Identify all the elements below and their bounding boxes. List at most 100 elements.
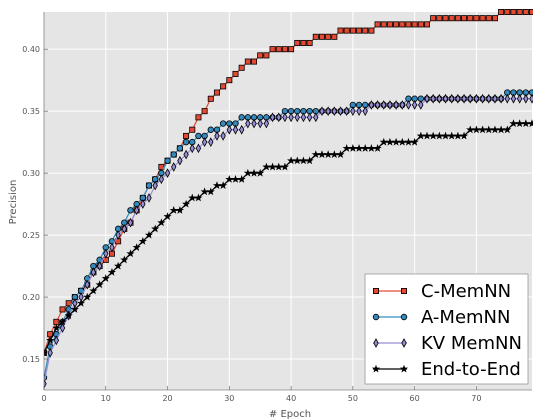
data-point bbox=[498, 8, 505, 15]
legend-item-end-to-end: End-to-End bbox=[371, 359, 521, 380]
data-point bbox=[319, 106, 325, 116]
data-point bbox=[294, 112, 300, 123]
data-point bbox=[411, 100, 418, 110]
data-point bbox=[244, 58, 251, 65]
data-point bbox=[442, 15, 449, 22]
data-point bbox=[410, 137, 419, 146]
data-point bbox=[140, 199, 146, 209]
data-point bbox=[64, 311, 73, 320]
data-point bbox=[152, 180, 158, 191]
y-tick-label: 0.40 bbox=[22, 45, 40, 54]
data-point bbox=[257, 52, 264, 59]
data-point bbox=[201, 137, 208, 147]
data-point bbox=[486, 93, 492, 104]
data-point bbox=[411, 21, 418, 28]
data-point bbox=[182, 138, 190, 146]
data-point bbox=[350, 106, 356, 116]
data-point bbox=[454, 15, 461, 22]
data-point bbox=[189, 143, 195, 154]
data-point bbox=[461, 93, 467, 104]
data-point bbox=[344, 106, 350, 116]
legend-label: A-MemNN bbox=[421, 307, 510, 328]
data-point bbox=[175, 206, 184, 214]
data-point bbox=[381, 100, 387, 110]
data-point bbox=[101, 274, 110, 282]
y-tick-label: 0.25 bbox=[22, 231, 40, 240]
data-point bbox=[220, 131, 226, 141]
series-c-memnn bbox=[44, 8, 533, 356]
data-point bbox=[195, 132, 202, 140]
data-point bbox=[84, 279, 90, 290]
data-point bbox=[171, 162, 177, 172]
data-point bbox=[337, 106, 344, 116]
data-point bbox=[157, 218, 166, 227]
data-point bbox=[405, 21, 412, 28]
data-point bbox=[436, 93, 442, 104]
data-point bbox=[90, 267, 97, 278]
data-point bbox=[103, 248, 109, 259]
data-point bbox=[208, 137, 214, 147]
data-point bbox=[399, 21, 406, 28]
data-point bbox=[114, 261, 123, 270]
data-point bbox=[529, 8, 533, 15]
data-point bbox=[424, 93, 430, 104]
data-point bbox=[325, 106, 331, 116]
y-tick-label: 0.30 bbox=[22, 169, 40, 178]
data-point bbox=[127, 207, 134, 214]
legend-marker bbox=[401, 338, 407, 348]
data-point bbox=[356, 27, 363, 34]
data-point bbox=[213, 89, 220, 96]
legend-marker bbox=[372, 287, 379, 294]
data-point bbox=[59, 323, 66, 333]
data-point bbox=[189, 126, 196, 133]
data-point bbox=[417, 21, 424, 28]
data-point bbox=[239, 124, 245, 135]
legend-marker bbox=[371, 364, 381, 373]
series-kv-memnn bbox=[44, 93, 533, 389]
data-point bbox=[498, 93, 504, 104]
x-tick-label: 50 bbox=[348, 394, 358, 403]
data-point bbox=[467, 15, 474, 22]
data-point bbox=[96, 261, 103, 271]
x-tick-label: 30 bbox=[224, 394, 234, 403]
data-point bbox=[206, 187, 215, 196]
data-point bbox=[207, 95, 214, 102]
data-point bbox=[269, 46, 276, 53]
data-point bbox=[158, 174, 165, 185]
data-point bbox=[448, 15, 455, 22]
series-end-to-end bbox=[44, 119, 533, 357]
legend-marker bbox=[400, 287, 407, 294]
data-point bbox=[232, 124, 239, 135]
data-point bbox=[195, 114, 202, 121]
data-point bbox=[325, 33, 332, 40]
data-point bbox=[238, 64, 245, 71]
data-point bbox=[343, 27, 350, 34]
data-point bbox=[146, 193, 152, 203]
data-point bbox=[467, 93, 473, 104]
data-point bbox=[46, 336, 55, 344]
data-point bbox=[126, 249, 135, 258]
data-point bbox=[89, 286, 98, 295]
data-point bbox=[516, 93, 523, 104]
data-point bbox=[288, 112, 294, 123]
data-point bbox=[53, 318, 60, 325]
data-point bbox=[479, 93, 486, 104]
data-point bbox=[288, 46, 295, 53]
data-point bbox=[485, 15, 492, 22]
data-point bbox=[170, 151, 177, 158]
data-point bbox=[380, 21, 387, 28]
data-point bbox=[312, 33, 319, 40]
data-point bbox=[430, 93, 436, 104]
data-point bbox=[207, 126, 214, 133]
legend-item-kv-memnn: KV MemNN bbox=[373, 333, 522, 354]
data-point bbox=[251, 58, 258, 65]
data-point bbox=[53, 335, 60, 346]
x-tick-label: 20 bbox=[162, 394, 172, 403]
data-point bbox=[282, 112, 288, 123]
data-point bbox=[251, 118, 257, 129]
data-point bbox=[195, 143, 202, 154]
data-point bbox=[306, 39, 313, 46]
data-point bbox=[405, 100, 412, 110]
x-tick-label: 10 bbox=[101, 394, 111, 403]
data-point bbox=[374, 21, 381, 28]
